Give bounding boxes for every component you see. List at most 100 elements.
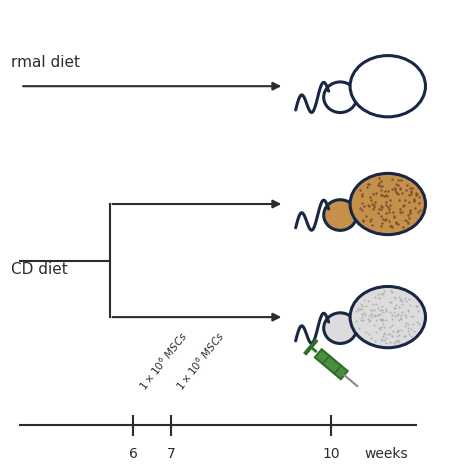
Point — [388, 175, 396, 182]
Point — [356, 306, 364, 313]
Point — [383, 339, 390, 346]
Point — [362, 213, 370, 220]
Point — [395, 196, 403, 204]
Point — [416, 206, 424, 213]
Point — [382, 305, 390, 312]
Point — [374, 311, 381, 319]
Point — [412, 189, 419, 196]
Point — [395, 316, 402, 324]
Point — [383, 198, 390, 206]
Point — [410, 197, 418, 204]
Point — [404, 308, 412, 315]
Point — [374, 290, 382, 298]
Point — [390, 308, 398, 316]
Point — [386, 298, 394, 306]
Point — [380, 332, 387, 339]
Point — [406, 206, 413, 214]
Point — [364, 201, 372, 209]
Point — [380, 287, 388, 294]
FancyBboxPatch shape — [315, 349, 347, 379]
Point — [370, 322, 377, 329]
Point — [370, 307, 378, 314]
Point — [389, 185, 396, 192]
Point — [412, 191, 419, 199]
Point — [393, 328, 401, 335]
Point — [371, 203, 378, 210]
Point — [386, 338, 393, 346]
Point — [366, 316, 374, 324]
Point — [374, 181, 382, 188]
Point — [367, 306, 375, 313]
Point — [365, 312, 373, 320]
Point — [376, 326, 384, 333]
Point — [384, 331, 392, 338]
Point — [394, 220, 402, 228]
Point — [358, 190, 366, 198]
Point — [413, 319, 421, 326]
Point — [394, 326, 401, 333]
Point — [392, 219, 400, 227]
Point — [387, 298, 395, 306]
Point — [385, 204, 392, 211]
Text: $1\times10^6$ MSCs: $1\times10^6$ MSCs — [173, 328, 228, 392]
Point — [401, 196, 408, 204]
Point — [402, 313, 410, 321]
Point — [388, 223, 395, 230]
Point — [390, 305, 398, 312]
Point — [379, 289, 387, 297]
Point — [367, 196, 374, 204]
Point — [354, 304, 362, 311]
Ellipse shape — [350, 173, 426, 235]
Point — [386, 323, 393, 331]
Point — [377, 306, 384, 314]
Point — [359, 313, 366, 321]
Point — [358, 310, 365, 318]
Point — [392, 186, 399, 194]
Point — [407, 332, 415, 339]
Point — [389, 332, 396, 340]
Point — [356, 325, 363, 332]
Point — [377, 323, 385, 331]
Point — [377, 186, 384, 194]
Point — [388, 332, 396, 340]
Point — [375, 205, 383, 213]
Ellipse shape — [324, 82, 357, 112]
Point — [394, 176, 401, 183]
Point — [379, 316, 387, 324]
Point — [398, 208, 406, 215]
Point — [396, 208, 404, 216]
Point — [401, 217, 409, 224]
Point — [378, 336, 386, 344]
Point — [407, 209, 414, 217]
Point — [381, 187, 388, 194]
Point — [399, 189, 406, 197]
Point — [367, 310, 374, 318]
Point — [370, 201, 377, 209]
Point — [378, 203, 385, 211]
Point — [369, 190, 377, 198]
Point — [395, 294, 403, 301]
Point — [379, 315, 386, 322]
Point — [362, 312, 369, 319]
Point — [379, 320, 386, 328]
Point — [365, 181, 372, 188]
Point — [381, 331, 388, 338]
Point — [359, 316, 366, 324]
Point — [404, 211, 412, 219]
Point — [365, 317, 373, 325]
Point — [397, 315, 405, 323]
Point — [395, 338, 403, 346]
Point — [410, 196, 417, 203]
Point — [412, 302, 420, 310]
Point — [388, 223, 395, 230]
Point — [364, 297, 372, 304]
Point — [389, 315, 396, 323]
Point — [376, 174, 383, 182]
Point — [396, 184, 404, 191]
Point — [372, 317, 379, 324]
Point — [390, 212, 397, 220]
Point — [378, 191, 386, 199]
Point — [408, 187, 415, 194]
Point — [394, 181, 401, 189]
Point — [385, 217, 392, 225]
